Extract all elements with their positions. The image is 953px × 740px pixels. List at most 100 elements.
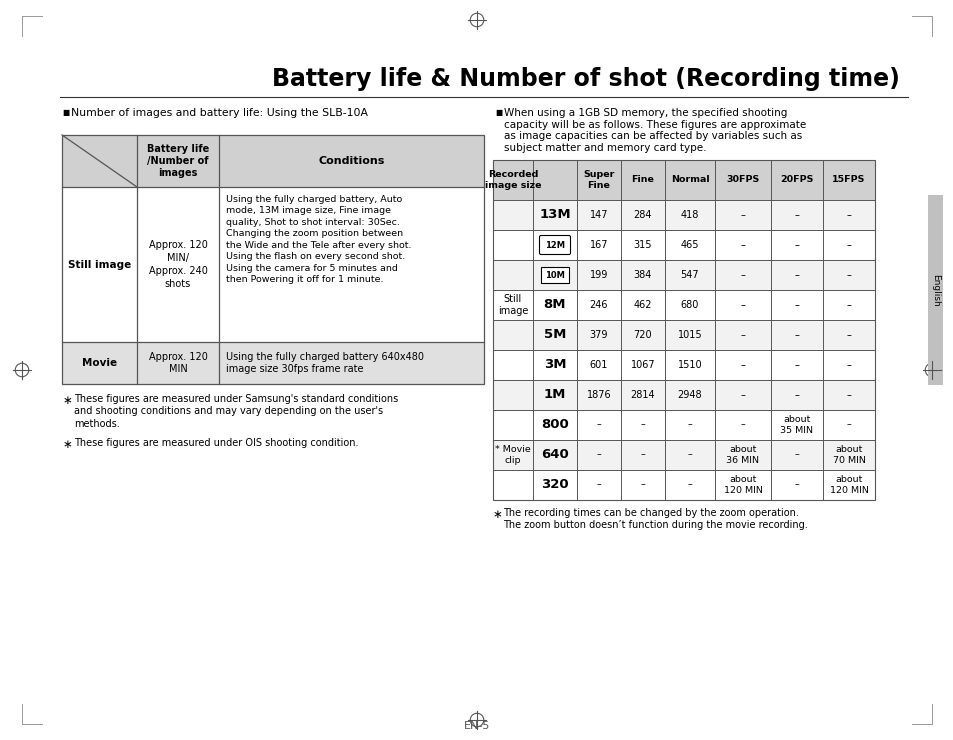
FancyBboxPatch shape	[539, 235, 570, 255]
Text: 1015: 1015	[677, 330, 701, 340]
Text: 601: 601	[589, 360, 608, 370]
Text: –: –	[640, 451, 644, 460]
Text: –: –	[794, 390, 799, 400]
Text: English: English	[930, 274, 939, 306]
Text: –: –	[740, 360, 744, 370]
Text: about
120 MIN: about 120 MIN	[722, 475, 761, 495]
Text: 3M: 3M	[543, 358, 566, 371]
Bar	[493, 200, 874, 230]
Text: * Movie
clip: * Movie clip	[495, 445, 530, 465]
Text: 315: 315	[633, 240, 652, 250]
Bar	[493, 410, 874, 440]
Text: –: –	[845, 270, 850, 280]
Text: –: –	[794, 270, 799, 280]
Text: 640: 640	[540, 448, 568, 462]
Text: Still
image: Still image	[497, 294, 528, 316]
Text: Super
Fine: Super Fine	[582, 170, 614, 189]
Text: ∗: ∗	[493, 508, 502, 521]
Text: Approx. 120
MIN/
Approx. 240
shots: Approx. 120 MIN/ Approx. 240 shots	[149, 240, 207, 289]
Bar	[62, 135, 483, 384]
Text: about
35 MIN: about 35 MIN	[780, 415, 813, 434]
Text: 1510: 1510	[677, 360, 701, 370]
Text: Number of images and battery life: Using the SLB-10A: Number of images and battery life: Using…	[71, 108, 368, 118]
Text: –: –	[845, 300, 850, 310]
Text: Still image: Still image	[68, 260, 131, 269]
Text: about
70 MIN: about 70 MIN	[832, 445, 864, 465]
Text: 680: 680	[680, 300, 699, 310]
Text: 147: 147	[589, 210, 608, 220]
Text: Battery life & Number of shot (Recording time): Battery life & Number of shot (Recording…	[272, 67, 899, 91]
Text: 8M: 8M	[543, 298, 566, 312]
Text: Fine: Fine	[631, 175, 654, 184]
Text: ∗: ∗	[63, 438, 72, 451]
Text: 1876: 1876	[586, 390, 611, 400]
Text: 246: 246	[589, 300, 608, 310]
Text: –: –	[794, 480, 799, 489]
Text: 720: 720	[633, 330, 652, 340]
Bar	[493, 320, 874, 350]
Text: 2814: 2814	[630, 390, 655, 400]
Bar	[493, 350, 874, 380]
Text: –: –	[794, 300, 799, 310]
Text: –: –	[740, 390, 744, 400]
Text: –: –	[687, 420, 692, 429]
Text: ■: ■	[495, 108, 501, 117]
Text: –: –	[740, 240, 744, 250]
Text: –: –	[687, 480, 692, 489]
Text: 800: 800	[540, 419, 568, 431]
Text: 12M: 12M	[544, 240, 564, 249]
Text: –: –	[845, 420, 850, 429]
Text: 15FPS: 15FPS	[831, 175, 864, 184]
Text: These figures are measured under Samsung's standard conditions
and shooting cond: These figures are measured under Samsung…	[74, 394, 397, 428]
Text: –: –	[794, 360, 799, 370]
Bar	[493, 230, 874, 260]
Text: 1M: 1M	[543, 388, 565, 402]
Text: 384: 384	[633, 270, 652, 280]
Text: –: –	[794, 210, 799, 220]
Text: 2948: 2948	[677, 390, 701, 400]
Bar	[540, 267, 568, 283]
Text: Recorded
image size: Recorded image size	[484, 170, 540, 189]
Bar	[62, 342, 483, 384]
Text: –: –	[740, 270, 744, 280]
Bar	[493, 160, 874, 500]
Text: –: –	[596, 451, 600, 460]
Text: –: –	[794, 330, 799, 340]
Text: ∗: ∗	[63, 394, 72, 407]
Text: The recording times can be changed by the zoom operation.
The zoom button doesn’: The recording times can be changed by th…	[502, 508, 807, 531]
Text: –: –	[845, 360, 850, 370]
Bar	[493, 290, 874, 320]
Text: 20FPS: 20FPS	[780, 175, 813, 184]
Text: Normal: Normal	[670, 175, 709, 184]
Text: These figures are measured under OIS shooting condition.: These figures are measured under OIS sho…	[74, 438, 358, 448]
Text: –: –	[740, 210, 744, 220]
Text: –: –	[845, 240, 850, 250]
Text: –: –	[687, 451, 692, 460]
Text: When using a 1GB SD memory, the specified shooting
capacity will be as follows. : When using a 1GB SD memory, the specifie…	[503, 108, 805, 152]
Bar	[927, 195, 942, 385]
Bar	[62, 135, 483, 187]
Text: EN-5: EN-5	[463, 721, 490, 731]
Text: Battery life
/Number of
images: Battery life /Number of images	[147, 144, 209, 178]
Bar	[493, 470, 874, 500]
Bar	[493, 380, 874, 410]
Bar	[62, 187, 483, 342]
Text: 418: 418	[680, 210, 699, 220]
Text: 167: 167	[589, 240, 608, 250]
Text: Using the fully charged battery, Auto
mode, 13M image size, Fine image
quality, : Using the fully charged battery, Auto mo…	[226, 195, 411, 284]
Text: Using the fully charged battery 640x480
image size 30fps frame rate: Using the fully charged battery 640x480 …	[226, 352, 423, 374]
Text: Conditions: Conditions	[318, 156, 384, 166]
Text: about
36 MIN: about 36 MIN	[726, 445, 759, 465]
Text: 10M: 10M	[544, 271, 564, 280]
Text: 462: 462	[633, 300, 652, 310]
Text: 5M: 5M	[543, 329, 565, 341]
Text: –: –	[640, 420, 644, 429]
Bar	[493, 260, 874, 290]
Text: –: –	[640, 480, 644, 489]
Text: 547: 547	[680, 270, 699, 280]
Text: ■: ■	[62, 108, 70, 117]
Bar	[493, 160, 874, 200]
Text: –: –	[596, 420, 600, 429]
Text: 1067: 1067	[630, 360, 655, 370]
Text: –: –	[740, 330, 744, 340]
